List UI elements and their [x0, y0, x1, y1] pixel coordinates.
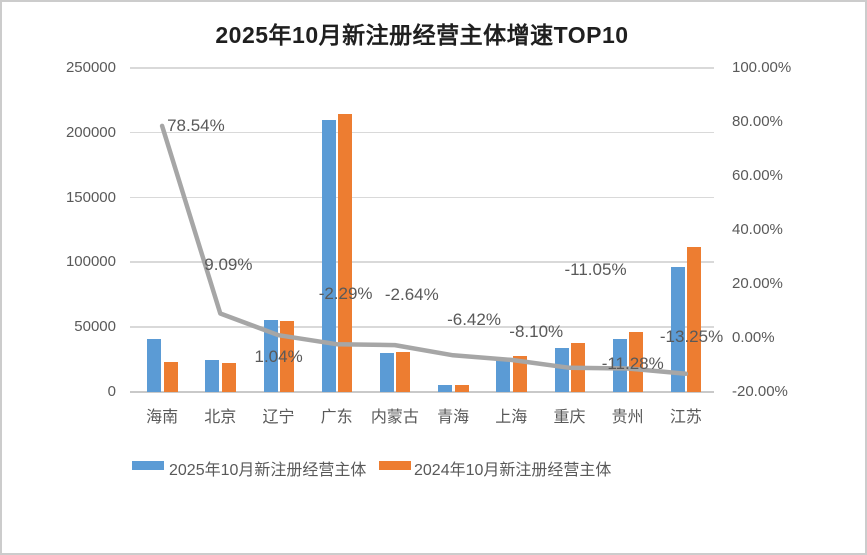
left-axis-tick-label: 250000 [65, 59, 116, 76]
growth-data-label-海南: 78.54% [167, 115, 225, 135]
right-axis-tick-label: 80.00% [732, 113, 783, 130]
growth-data-label-江苏: -13.25% [659, 326, 724, 346]
bar-2025-海南 [147, 338, 162, 392]
left-axis-tick-label: 0 [107, 383, 116, 400]
right-axis-tick-label: 60.00% [732, 167, 783, 184]
x-axis-line [130, 391, 714, 393]
category-label-内蒙古: 内蒙古 [370, 409, 419, 426]
growth-line [159, 123, 689, 377]
bar-2025-上海 [496, 359, 511, 392]
bar-2024-重庆 [571, 342, 585, 392]
growth-data-label-上海: -8.10% [509, 321, 564, 341]
legend-swatch-2025 [132, 461, 164, 470]
gridline [130, 196, 714, 199]
left-axis-tick-label: 150000 [65, 188, 116, 206]
legend-label-2025: 2025年10月新注册经营主体 [169, 462, 367, 479]
chart-title: 2025年10月新注册经营主体增速TOP10 [215, 22, 629, 48]
gridline [130, 67, 714, 69]
growth-data-label-广东: -2.29% [318, 284, 373, 304]
bar-2024-上海 [512, 356, 527, 392]
bar-2024-北京 [221, 362, 236, 392]
right-axis-tick-label: 0.00% [732, 329, 775, 346]
bar-2024-内蒙古 [396, 351, 411, 392]
bar-2025-重庆 [554, 348, 569, 392]
legend-swatch-2024 [379, 461, 411, 470]
right-axis-tick-label: 20.00% [732, 275, 783, 292]
left-axis-tick-label: 100000 [65, 253, 116, 271]
growth-data-label-贵州: -11.28% [601, 354, 664, 374]
right-axis-tick-label: 40.00% [732, 221, 783, 238]
right-axis-tick-label: -20.00% [732, 383, 788, 400]
growth-data-label-青海: -6.42% [447, 310, 501, 330]
growth-data-label-北京: 9.09% [204, 255, 253, 275]
category-label-青海: 青海 [437, 409, 470, 426]
category-label-北京: 北京 [204, 409, 237, 426]
category-label-海南: 海南 [146, 409, 179, 426]
growth-data-label-内蒙古: -2.64% [384, 285, 439, 305]
gridline [130, 326, 714, 328]
left-axis-tick-label: 200000 [65, 123, 116, 141]
category-label-重庆: 重庆 [553, 409, 586, 426]
growth-data-label-辽宁: 1.04% [254, 347, 303, 367]
bar-2025-内蒙古 [379, 352, 394, 392]
bar-2024-海南 [163, 362, 178, 392]
category-label-贵州: 贵州 [611, 409, 644, 426]
bar-2024-广东 [338, 114, 353, 392]
growth-data-label-重庆: -11.05% [564, 259, 627, 279]
bar-2025-北京 [205, 360, 220, 392]
category-label-江苏: 江苏 [669, 409, 702, 426]
right-axis-tick-label: 100.00% [732, 59, 792, 76]
bar-2024-江苏 [687, 247, 702, 392]
category-label-辽宁: 辽宁 [262, 409, 295, 426]
bar-2025-广东 [321, 120, 336, 392]
bar-2025-青海 [438, 385, 453, 392]
category-label-上海: 上海 [495, 409, 528, 426]
category-label-广东: 广东 [320, 409, 353, 426]
legend-label-2024: 2024年10月新注册经营主体 [414, 462, 612, 479]
left-axis-tick-label: 50000 [74, 318, 116, 336]
bar-2024-青海 [454, 384, 469, 392]
